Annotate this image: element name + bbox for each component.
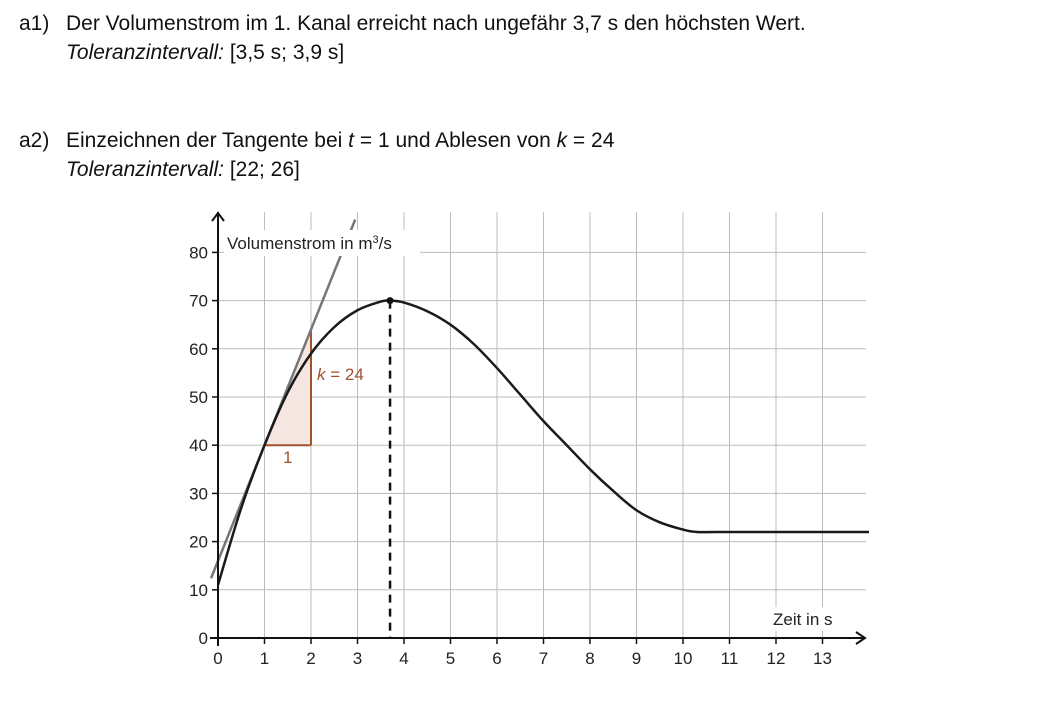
a2-text: Einzeichnen der Tangente bei t = 1 und A…: [66, 128, 614, 154]
y-tick-label: 60: [189, 340, 208, 359]
a2-text-1: Einzeichnen der Tangente bei: [66, 129, 349, 152]
a2-text-2: = 1 und Ablesen von: [354, 129, 557, 152]
x-axis-label: Zeit in s: [773, 610, 833, 629]
slope-rise-label: k = 24: [317, 365, 364, 384]
y-tick-label: 20: [189, 533, 208, 552]
x-tick-label: 9: [632, 649, 641, 668]
axes: [210, 211, 867, 646]
a1-tolerance-label: Toleranzintervall:: [66, 41, 224, 64]
volumenstrom-curve: [216, 299, 869, 586]
slope-run-label: 1: [283, 448, 292, 467]
y-tick-label: 10: [189, 581, 208, 600]
x-tick-label: 10: [674, 649, 693, 668]
y-axis-label: Volumenstrom in m3/s: [227, 234, 392, 253]
x-tick-label: 6: [492, 649, 501, 668]
a2-tolerance-label: Toleranzintervall:: [66, 158, 224, 181]
series-layer: [209, 219, 869, 638]
x-tick-label: 3: [353, 649, 362, 668]
maximum-point: [386, 297, 394, 305]
a1-tolerance: Toleranzintervall: [3,5 s; 3,9 s]: [66, 40, 344, 66]
a2-label: a2): [19, 129, 50, 152]
a1-text: Der Volumenstrom im 1. Kanal erreicht na…: [66, 12, 806, 35]
x-tick-label: 8: [585, 649, 594, 668]
x-tick-label: 2: [306, 649, 315, 668]
x-tick-label: 0: [213, 649, 222, 668]
x-tick-label: 12: [767, 649, 786, 668]
x-axis-label-bg: [768, 607, 844, 631]
a2-tolerance-value: [22; 26]: [223, 158, 300, 181]
grid: [218, 212, 866, 638]
y-tick-label: 50: [189, 388, 208, 407]
y-tick-label: 40: [189, 436, 208, 455]
x-tick-label: 13: [813, 649, 832, 668]
y-tick-label: 30: [189, 484, 208, 503]
x-tick-label: 1: [260, 649, 269, 668]
x-tick-label: 11: [721, 649, 739, 668]
x-tick-label: 7: [539, 649, 548, 668]
a2-text-3: = 24: [567, 129, 615, 152]
y-axis-label-bg: [224, 230, 420, 256]
a2-tolerance: Toleranzintervall: [22; 26]: [66, 157, 300, 183]
a2-var-k: k: [556, 129, 568, 152]
x-tick-label: 5: [446, 649, 455, 668]
x-axis-arrow: [855, 631, 867, 645]
y-tick-label: 0: [199, 629, 208, 648]
a1-tolerance-value: [3,5 s; 3,9 s]: [223, 41, 345, 64]
a2-var-t: t: [348, 129, 355, 152]
x-tick-label: 4: [399, 649, 408, 668]
y-tick-label: 80: [189, 243, 208, 262]
y-axis-arrow: [211, 211, 225, 222]
y-tick-label: 70: [189, 292, 208, 311]
a1-label: a1): [19, 12, 50, 35]
